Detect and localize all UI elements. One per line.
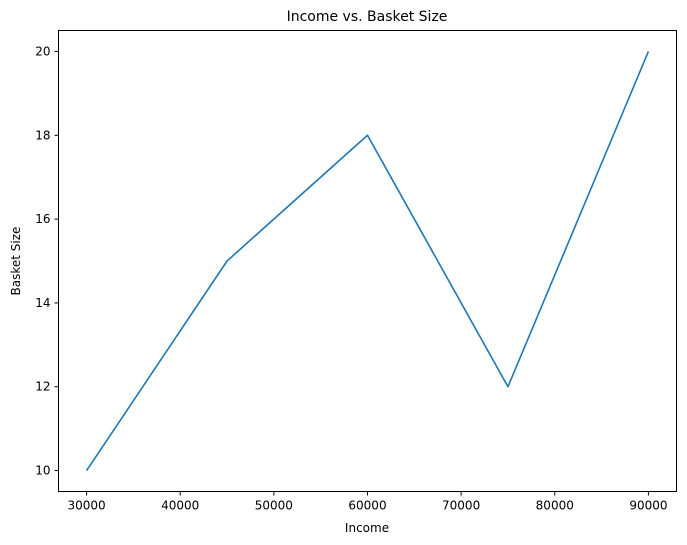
y-axis: 10 12 14 16 18 20 bbox=[35, 44, 59, 478]
chart-title: Income vs. Basket Size bbox=[287, 9, 448, 25]
x-axis-label: Income bbox=[345, 521, 389, 535]
x-tick-label: 30000 bbox=[67, 499, 105, 513]
y-tick-label: 10 bbox=[35, 464, 50, 478]
x-tick-label: 80000 bbox=[536, 499, 574, 513]
y-tick-label: 12 bbox=[35, 380, 50, 394]
plot-area bbox=[58, 30, 677, 492]
y-tick-label: 16 bbox=[35, 212, 50, 226]
y-tick-label: 18 bbox=[35, 128, 50, 142]
y-tick-label: 14 bbox=[35, 296, 50, 310]
x-tick-label: 40000 bbox=[161, 499, 199, 513]
x-tick-label: 70000 bbox=[442, 499, 480, 513]
x-tick-label: 90000 bbox=[629, 499, 667, 513]
x-tick-label: 60000 bbox=[348, 499, 386, 513]
x-tick-label: 50000 bbox=[255, 499, 293, 513]
x-axis: 30000 40000 50000 60000 70000 80000 90000 bbox=[67, 491, 668, 513]
y-axis-label: Basket Size bbox=[9, 227, 23, 296]
series-line bbox=[85, 51, 650, 471]
series-layer bbox=[85, 51, 650, 471]
plot-frame bbox=[58, 30, 677, 492]
y-tick-label: 20 bbox=[35, 44, 50, 58]
